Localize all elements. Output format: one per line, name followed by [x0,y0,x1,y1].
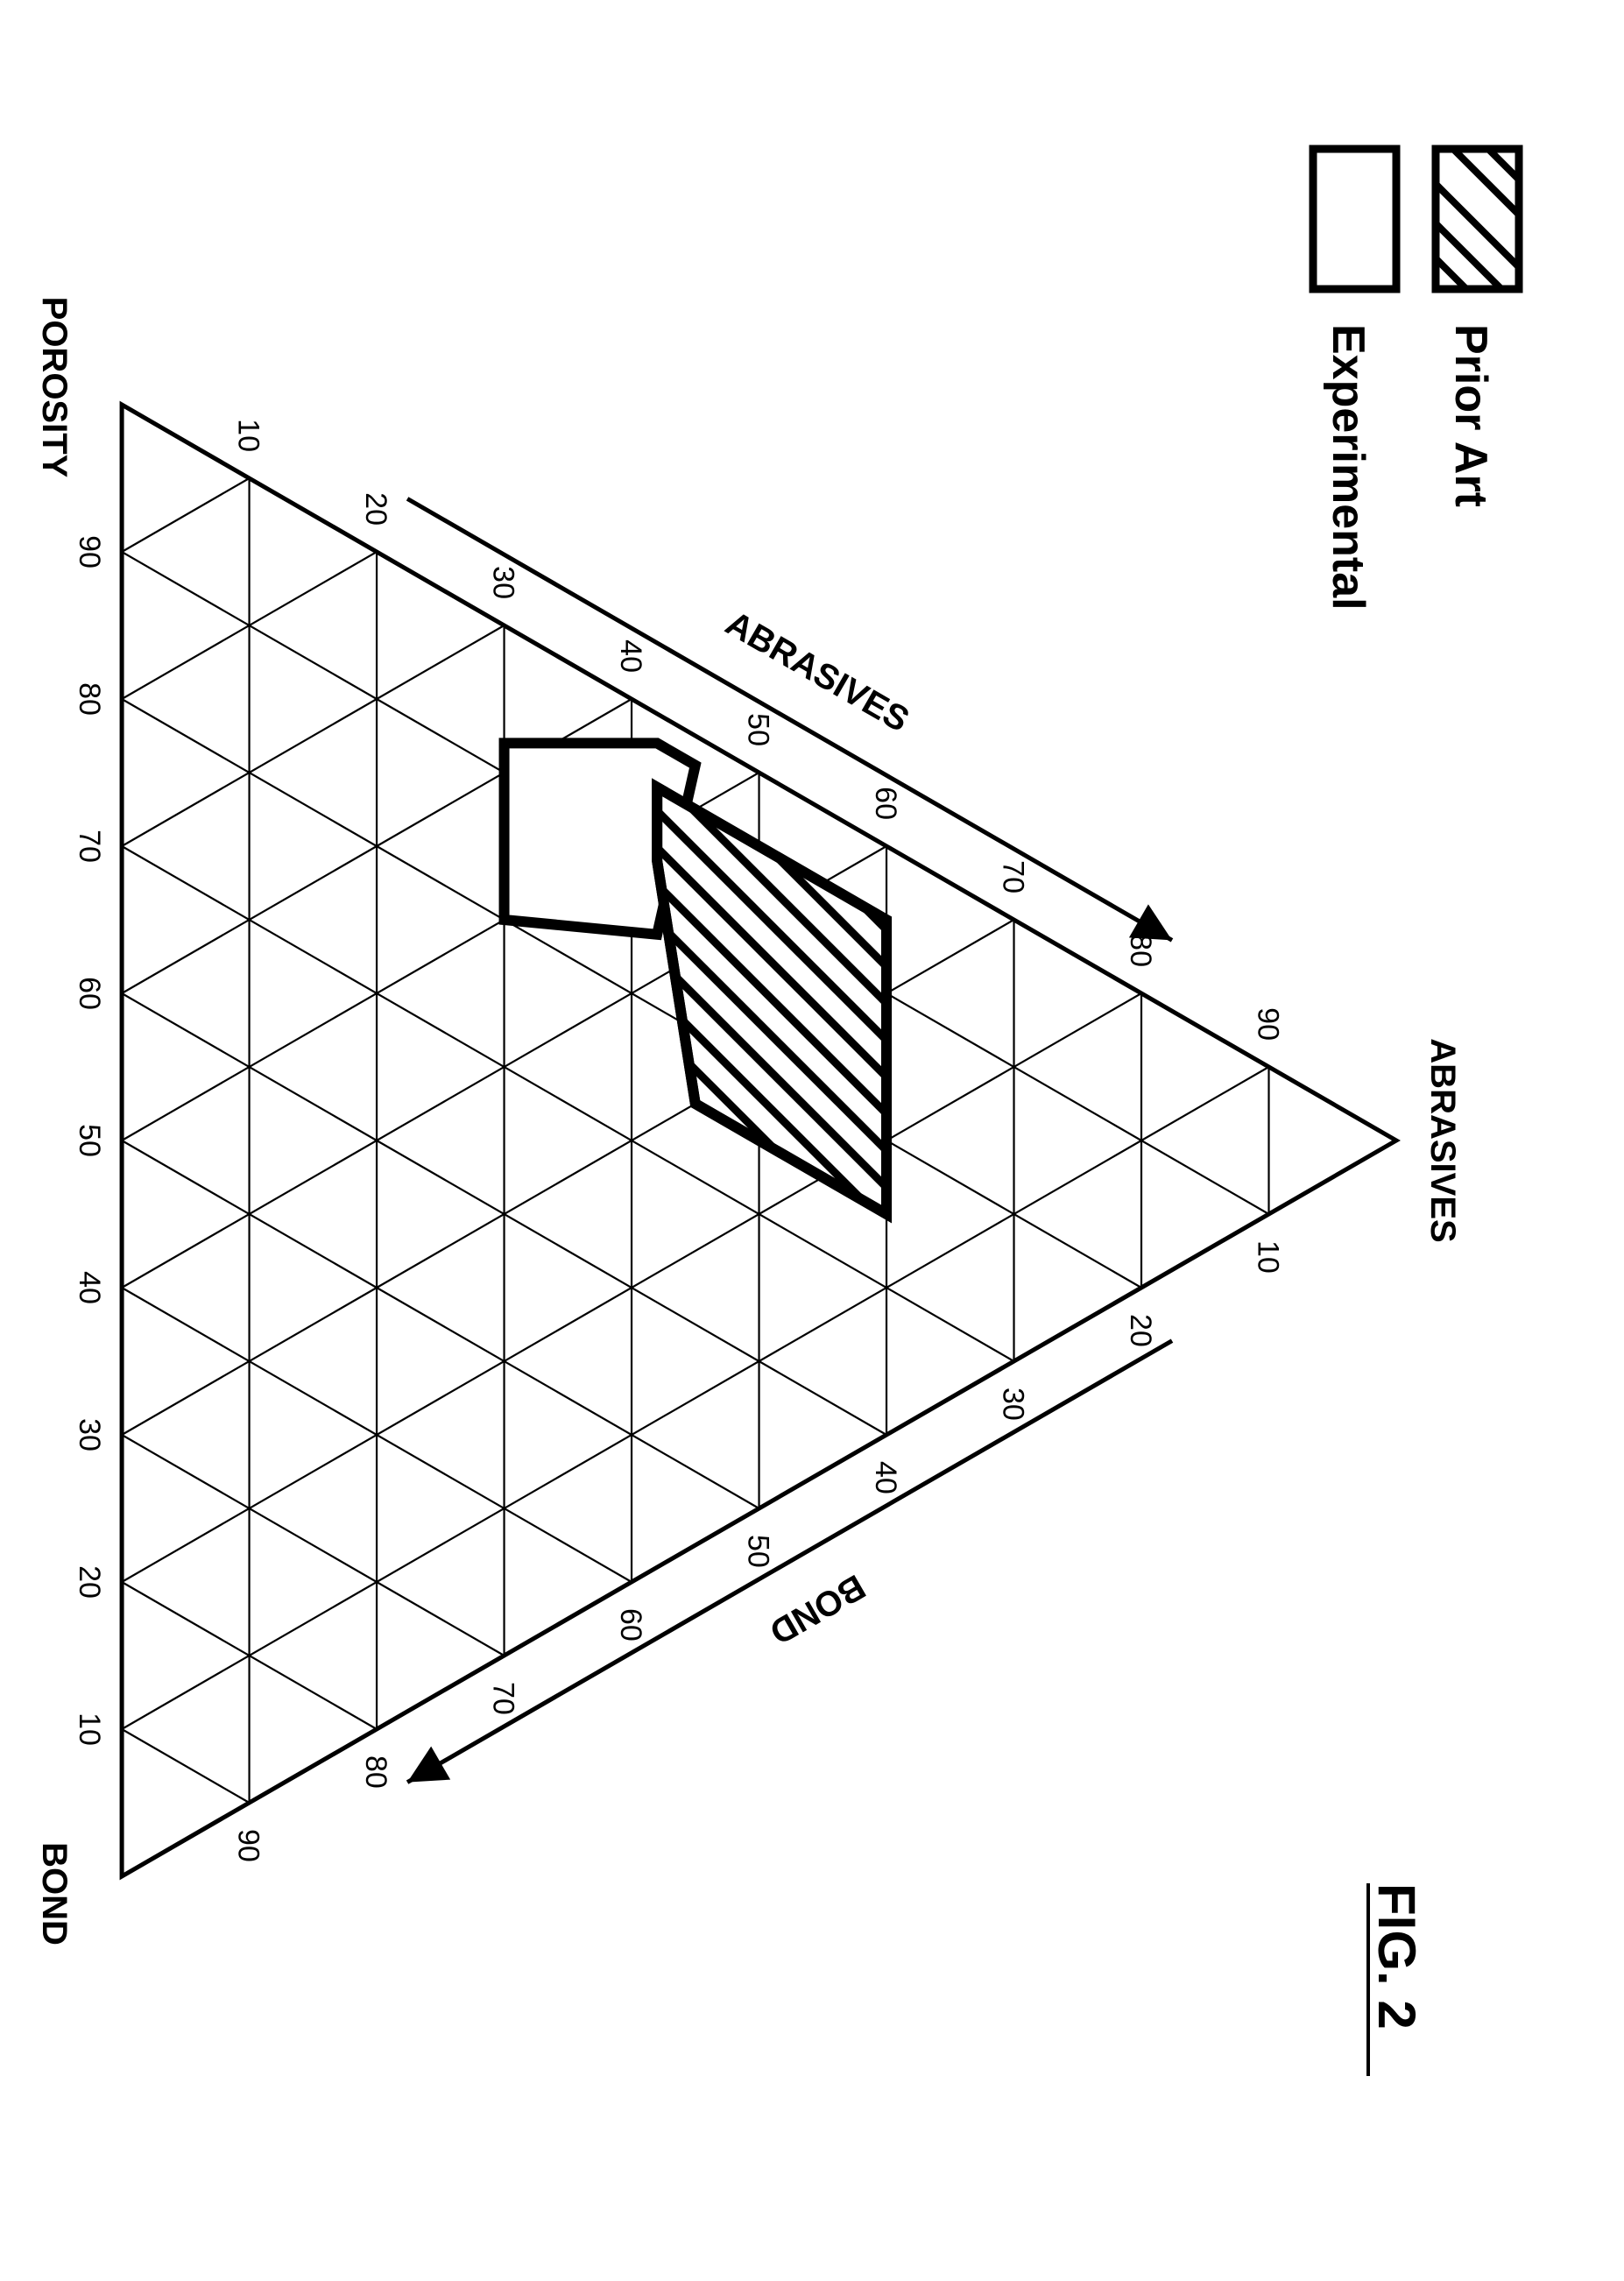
tick-label: 70 [487,1682,520,1715]
tick-label: 70 [73,830,106,863]
apex-right-label: BOND [35,1842,74,1946]
tick-label: 80 [359,1755,392,1789]
legend-prior-art: Prior Art [1436,149,1519,507]
tick-label: 40 [614,639,647,673]
tick-label: 90 [1252,1007,1285,1041]
tick-label: 60 [73,977,106,1010]
tick-label: 30 [997,1388,1030,1421]
side-left-arrowhead [1129,904,1172,940]
tick-label: 10 [1252,1240,1285,1274]
tick-label: 90 [232,1829,265,1862]
tick-label: 20 [359,492,392,526]
ternary-regions [0,700,1624,1903]
tick-label: 80 [73,682,106,716]
ternary-ticks: 10 20 30 40 50 60 70 80 90 10 20 30 40 50 60 70 80 90 10 20… [73,419,1284,1862]
tick-label: 30 [73,1418,106,1451]
tick-label: 60 [614,1608,647,1642]
ternary-grid [122,478,1268,1803]
legend-experimental: Experimental [1313,149,1396,611]
tick-label: 50 [742,713,775,746]
tick-label: 50 [73,1124,106,1157]
tick-label: 90 [73,535,106,568]
legend-prior-art-label: Prior Art [1445,324,1496,507]
page: Prior Art Experimental FIG. 2 10 20 30 40 50… [0,0,1624,2281]
side-right-arrow [407,1341,1172,1783]
tick-label: 20 [73,1565,106,1599]
tick-label: 10 [73,1713,106,1746]
legend-experimental-label: Experimental [1323,324,1373,611]
legend-experimental-swatch [1313,149,1396,289]
tick-label: 40 [869,1461,902,1494]
figure-svg: Prior Art Experimental FIG. 2 10 20 30 40 50… [0,0,1624,2281]
tick-label: 70 [997,860,1030,893]
tick-label: 20 [1124,1314,1157,1347]
legend: Prior Art Experimental [1313,149,1519,611]
apex-left-label: POROSITY [35,297,74,478]
side-right-label-group: BOND [407,1341,1172,1783]
ternary-plot: 10 20 30 40 50 60 70 80 90 10 20 30 40 50 60 70 80 90 10 20… [0,297,1624,1946]
tick-label: 30 [487,566,520,599]
tick-label: 50 [742,1535,775,1568]
side-right-arrowhead [407,1747,450,1783]
tick-label: 40 [73,1271,106,1304]
figure-label: FIG. 2 [1367,1883,1426,2030]
apex-top-label: ABRASIVES [1423,1038,1462,1242]
tick-label: 60 [869,787,902,820]
side-right-label: BOND [763,1567,872,1652]
tick-label: 10 [232,419,265,452]
